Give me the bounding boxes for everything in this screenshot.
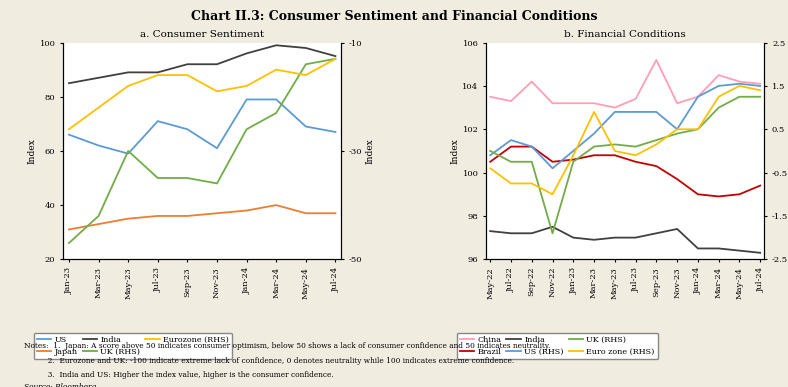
Legend: US, Japan, India, UK (RHS), Eurozone (RHS): US, Japan, India, UK (RHS), Eurozone (RH… [34, 333, 232, 359]
Y-axis label: Index: Index [28, 138, 37, 164]
Text: 2.  Eurozone and UK: -100 indicate extreme lack of confidence, 0 denotes neutral: 2. Eurozone and UK: -100 indicate extrem… [24, 357, 514, 365]
Y-axis label: Index: Index [366, 138, 374, 164]
Title: b. Financial Conditions: b. Financial Conditions [564, 30, 686, 39]
Y-axis label: Index: Index [451, 138, 459, 164]
Legend: China, Brazil, India, US (RHS), UK (RHS), Euro zone (RHS): China, Brazil, India, US (RHS), UK (RHS)… [457, 333, 658, 359]
Text: Source: Bloomberg.: Source: Bloomberg. [24, 383, 98, 387]
Title: a. Consumer Sentiment: a. Consumer Sentiment [140, 30, 264, 39]
Text: Chart II.3: Consumer Sentiment and Financial Conditions: Chart II.3: Consumer Sentiment and Finan… [191, 10, 597, 23]
Text: Notes:  1.  Japan: A score above 50 indicates consumer optimism, below 50 shows : Notes: 1. Japan: A score above 50 indica… [24, 342, 550, 351]
Text: 3.  India and US: Higher the index value, higher is the consumer confidence.: 3. India and US: Higher the index value,… [24, 371, 333, 379]
